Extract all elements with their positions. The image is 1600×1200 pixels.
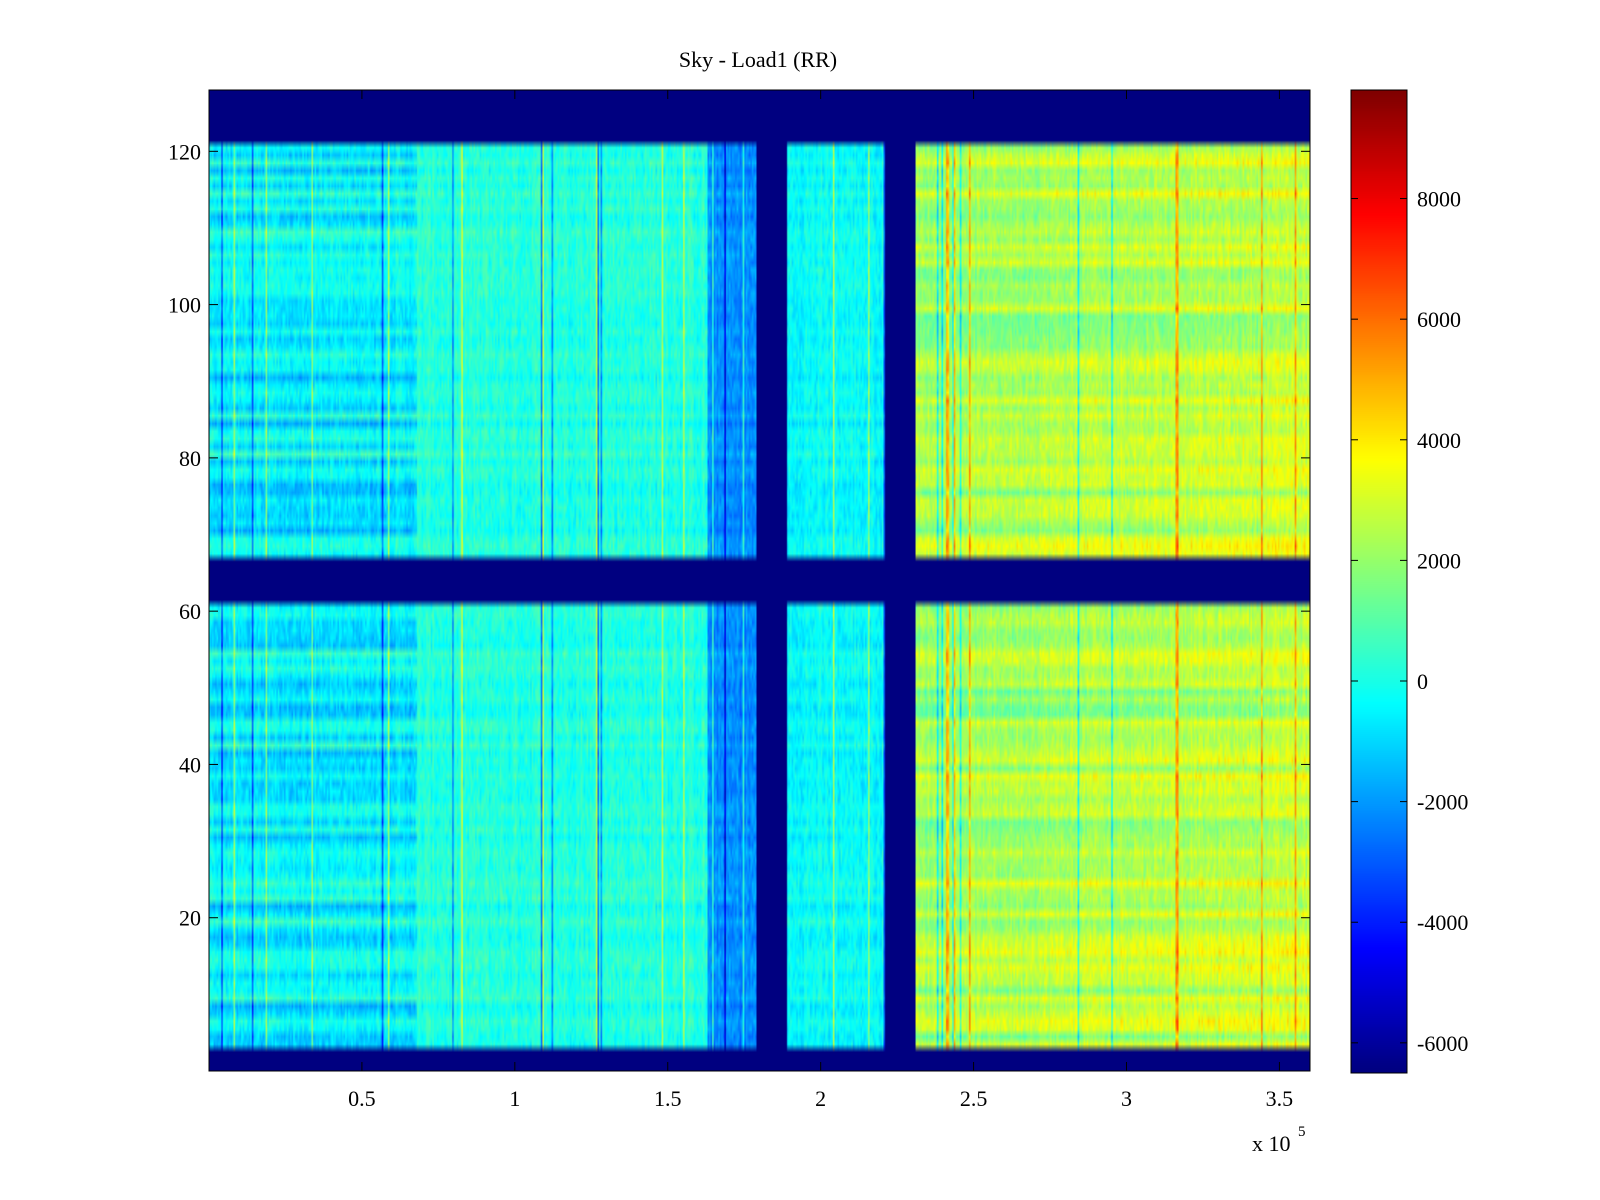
colorbar-frame [1350,89,1408,1074]
y-axis: 20 40 60 80 100 120 [168,139,1310,931]
colorbar-tick-label: 6000 [1417,307,1461,332]
colorbar: -6000 -4000 -2000 0 2000 4000 6000 8000 [1350,89,1468,1074]
y-tick-label: 120 [168,139,201,164]
y-tick-label: 40 [179,752,201,777]
y-tick-label: 80 [179,446,201,471]
plot-frame [208,89,1311,1072]
x-tick-label: 1.5 [654,1086,682,1111]
x-multiplier-label: x 10 [1252,1131,1291,1156]
colorbar-tick-label: -4000 [1417,910,1468,935]
colorbar-ticks: -6000 -4000 -2000 0 2000 4000 6000 8000 [1351,187,1468,1056]
x-tick-label: 1 [509,1086,520,1111]
x-multiplier-exponent: 5 [1298,1124,1306,1140]
colorbar-tick-label: -6000 [1417,1031,1468,1056]
y-tick-label: 60 [179,599,201,624]
y-tick-label: 20 [179,906,201,931]
colorbar-tick-label: 4000 [1417,428,1461,453]
colorbar-tick-label: 2000 [1417,548,1461,573]
colorbar-tick-label: 0 [1417,669,1428,694]
x-axis-multiplier: x 10 5 [1252,1124,1306,1156]
x-tick-label: 2.5 [960,1086,988,1111]
y-tick-label: 100 [168,293,201,318]
x-axis: 0.5 1 1.5 2 2.5 3 3.5 [348,90,1293,1111]
x-tick-label: 3 [1121,1086,1132,1111]
colorbar-tick-label: -2000 [1417,790,1468,815]
colorbar-tick-label: 8000 [1417,187,1461,212]
x-tick-label: 2 [815,1086,826,1111]
chart-title: Sky - Load1 (RR) [679,47,837,72]
plot-area [208,89,1311,1072]
x-tick-label: 3.5 [1266,1086,1294,1111]
x-tick-label: 0.5 [348,1086,376,1111]
heatmap-image [209,90,1310,1071]
colorbar-gradient [1351,90,1407,1073]
